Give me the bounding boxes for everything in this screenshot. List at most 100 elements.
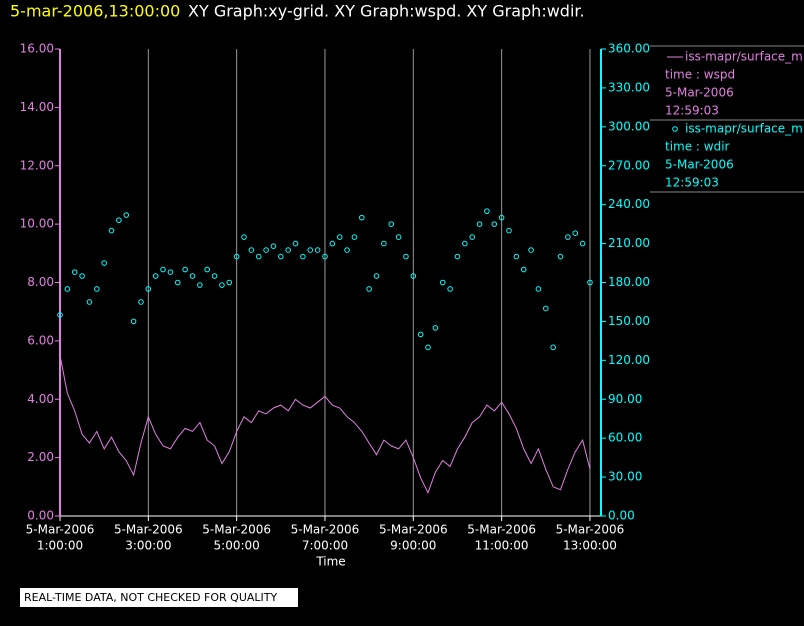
x-tick-label: 5-Mar-2006 [467, 523, 536, 537]
header-graphs: XY Graph:xy-grid. XY Graph:wspd. XY Grap… [188, 2, 585, 21]
y-tick-label: 8.00 [27, 275, 54, 289]
y2-tick-label: 0.00 [608, 509, 635, 523]
wdir-point [351, 234, 358, 240]
wdir-point [491, 221, 498, 227]
legend-detail: 5-Mar-2006 [665, 158, 734, 172]
wdir-point [182, 266, 188, 273]
wdir-point [255, 253, 262, 260]
y2-tick-label: 180.00 [608, 275, 650, 289]
y-tick-label: 2.00 [27, 450, 54, 464]
wdir-point [476, 221, 483, 227]
wdir-point [498, 214, 505, 221]
legend-detail: time : wspd [665, 68, 735, 82]
wdir-point [116, 217, 122, 224]
x-tick-label: 11:00:00 [475, 539, 529, 553]
wdir-point [233, 253, 240, 260]
y-tick-label: 0.00 [27, 509, 54, 523]
y2-tick-label: 240.00 [608, 197, 650, 211]
x-tick-label: 9:00:00 [390, 539, 436, 553]
wdir-point [189, 273, 196, 279]
legend-name: iss-mapr/surface_m [685, 122, 803, 136]
y-tick-label: 14.00 [20, 100, 54, 114]
header-datetime: 5-mar-2006,13:00:00 [10, 2, 180, 21]
x-tick-label: 13:00:00 [563, 539, 617, 553]
wdir-point [557, 253, 564, 260]
wdir-point [101, 260, 107, 266]
y-tick-label: 6.00 [27, 333, 54, 347]
wdir-point [388, 221, 395, 227]
y2-tick-label: 210.00 [608, 236, 650, 250]
wdir-point [167, 269, 174, 275]
wdir-point [123, 212, 130, 218]
wdir-point [160, 266, 166, 273]
x-tick-label: 5-Mar-2006 [114, 523, 183, 537]
wdir-point [425, 344, 431, 351]
wdir-point [130, 318, 137, 325]
wdir-point [64, 286, 71, 292]
wdir-point [152, 273, 159, 279]
y2-tick-label: 300.00 [608, 119, 650, 133]
x-tick-label: 5-Mar-2006 [379, 523, 448, 537]
wdir-point [454, 253, 461, 260]
wdir-point [513, 253, 520, 260]
wdir-point [542, 305, 549, 312]
y2-tick-label: 60.00 [608, 431, 642, 445]
footer-note: REAL-TIME DATA, NOT CHECKED FOR QUALITY [24, 591, 278, 604]
wdir-point [520, 266, 527, 273]
wdir-point [506, 227, 512, 234]
wdir-point [403, 253, 409, 260]
wdir-point [285, 247, 291, 253]
wdir-point [469, 234, 475, 240]
wdir-point [71, 269, 78, 275]
wdir-point [395, 234, 402, 240]
wdir-point [263, 247, 269, 253]
wdir-point [336, 234, 343, 240]
wdir-point [300, 253, 306, 260]
wdir-point [579, 240, 586, 247]
legend-name: iss-mapr/surface_m [685, 50, 803, 64]
wdir-point [565, 234, 571, 240]
wdir-point [204, 266, 211, 273]
y-tick-label: 10.00 [20, 217, 54, 231]
y2-tick-label: 330.00 [608, 80, 650, 94]
wdir-point [219, 282, 225, 288]
wdir-point [241, 234, 247, 240]
wdir-point [366, 286, 372, 292]
legend-detail: 5-Mar-2006 [665, 86, 734, 100]
y2-tick-label: 360.00 [608, 42, 650, 56]
wdir-point [79, 273, 85, 279]
wdir-point [462, 240, 468, 247]
x-tick-label: 5-Mar-2006 [26, 523, 95, 537]
wdir-point [278, 253, 284, 260]
wdir-point [248, 247, 255, 253]
y-tick-label: 4.00 [27, 392, 54, 406]
x-axis-label: Time [315, 555, 345, 569]
wdir-point [528, 247, 534, 253]
wdir-point [86, 299, 93, 305]
x-tick-label: 5-Mar-2006 [556, 523, 625, 537]
y2-tick-label: 120.00 [608, 353, 650, 367]
y2-tick-label: 90.00 [608, 392, 642, 406]
wdir-point [226, 279, 233, 286]
wdir-point [57, 312, 63, 318]
wdir-point [447, 286, 453, 292]
wdir-point [484, 208, 490, 214]
y2-tick-label: 30.00 [608, 470, 642, 484]
x-tick-label: 5-Mar-2006 [291, 523, 360, 537]
wdir-point [410, 273, 417, 279]
legend-detail: 12:59:03 [665, 104, 719, 118]
wdir-point [307, 247, 314, 253]
x-tick-label: 3:00:00 [125, 539, 171, 553]
wdir-point [381, 240, 387, 247]
wdir-point [329, 240, 336, 247]
wdir-point [587, 279, 593, 286]
wdir-point [197, 282, 203, 288]
wdir-point [94, 286, 100, 292]
wdir-point [439, 279, 446, 286]
x-tick-label: 1:00:00 [37, 539, 83, 553]
wdir-point [417, 331, 424, 338]
y2-tick-label: 150.00 [608, 314, 650, 328]
legend-detail: 12:59:03 [665, 176, 719, 190]
wspd-line [59, 355, 591, 494]
